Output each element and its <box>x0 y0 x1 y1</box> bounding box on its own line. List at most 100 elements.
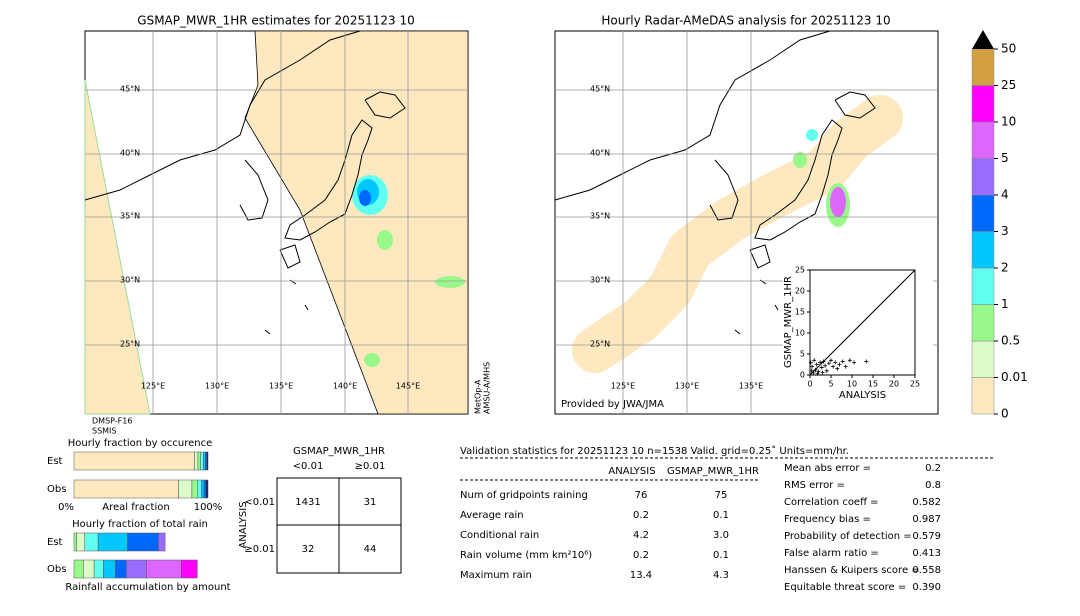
lat-label: 25°N <box>590 340 610 349</box>
lon-label: 125°E <box>141 382 165 391</box>
x-tick-label: 25 <box>910 380 920 389</box>
lat-label: 30°N <box>590 276 610 285</box>
point <box>812 358 817 363</box>
chart-title: Hourly fraction of total rain <box>72 519 208 530</box>
colorbar-label: 50 <box>1001 42 1016 56</box>
lat-label: 35°N <box>590 212 610 221</box>
bar-segment <box>201 479 205 499</box>
colorbar-label: 10 <box>1001 115 1016 129</box>
row-label: Est <box>47 537 63 548</box>
bar-segment <box>103 559 116 579</box>
point <box>813 367 818 372</box>
point <box>808 360 813 365</box>
colorbar-label: 1 <box>1001 297 1009 311</box>
bar-segment <box>200 451 204 471</box>
bar-segment <box>146 559 182 579</box>
point <box>824 368 829 373</box>
rain-area <box>806 129 818 141</box>
cell: 0.1 <box>713 510 729 521</box>
colorbar-band <box>971 231 995 269</box>
colorbar-label: 2 <box>1001 261 1009 275</box>
row-label: Obs <box>47 484 66 495</box>
lat-label: 40°N <box>590 149 610 158</box>
rain-area <box>364 353 380 367</box>
bar-segment <box>203 479 207 499</box>
y-tick-label: 15 <box>795 308 805 317</box>
score-value: 0.558 <box>912 565 941 576</box>
point <box>810 364 815 369</box>
bar-segment <box>93 559 104 579</box>
cell: 32 <box>302 544 315 555</box>
row-label: Average rain <box>460 510 524 521</box>
rain-area <box>793 152 807 168</box>
rain-area <box>377 230 393 250</box>
colorbar-label: 3 <box>1001 224 1009 238</box>
score-label: Equitable threat score = <box>784 582 906 593</box>
lon-label: 130°E <box>675 382 699 391</box>
cell: 3.0 <box>713 530 729 541</box>
colorbar-band <box>971 48 995 86</box>
swath <box>84 79 151 415</box>
map-title: Hourly Radar-AMeDAS analysis for 2025112… <box>601 14 890 28</box>
point <box>829 358 833 363</box>
bar-segment <box>83 559 95 579</box>
colorbar-label: 4 <box>1001 188 1009 202</box>
score-value: 0.582 <box>912 497 941 508</box>
lon-label: 135°E <box>269 382 293 391</box>
bar-segment <box>206 451 209 471</box>
point <box>814 362 819 367</box>
col-label: ≥0.01 <box>355 461 386 472</box>
cell: 1431 <box>295 497 320 508</box>
lon-label: 125°E <box>611 382 635 391</box>
score-label: Hanssen & Kuipers score = <box>784 565 920 576</box>
col-label: <0.01 <box>293 461 324 472</box>
chart-title: Hourly fraction by occurence <box>68 438 212 449</box>
diagonal <box>809 269 916 376</box>
x-tick-label: 5 <box>828 380 833 389</box>
grid: 45°N 40°N 35°N 30°N 25°N 125°E 130°E 135°E <box>555 31 938 414</box>
left-map: 45°N 40°N 35°N 30°N 25°N 125°E 130°E 135°E 140°E… <box>84 30 469 415</box>
score-label: Probability of detection = <box>784 531 912 542</box>
y-tick-label: 25 <box>795 266 805 275</box>
cell: 31 <box>364 497 377 508</box>
score-value: 0.413 <box>912 548 941 559</box>
lat-label: 45°N <box>590 85 610 94</box>
colorbar-band <box>971 377 995 415</box>
y-tick-label: 5 <box>800 350 805 359</box>
bar-segment <box>84 532 99 552</box>
y-tick-label: 10 <box>795 329 805 338</box>
colorbar-label: 0 <box>1001 407 1009 421</box>
credit: Provided by JWA/JMA <box>561 399 664 410</box>
x-tick-label: 10 <box>847 380 857 389</box>
rain-area <box>830 187 846 217</box>
sensor-label: MetOp-A <box>474 379 483 414</box>
scatter-inset: 0 5 10 15 20 25 0 5 10 15 20 25 ANALYSIS GSMAP_MWR_1H… <box>783 266 920 402</box>
point <box>811 370 816 375</box>
map-title: GSMAP_MWR_1HR estimates for 20251123 10 <box>137 14 414 28</box>
bar-segment <box>73 479 179 499</box>
bar-segment <box>180 559 198 579</box>
colorbar-band <box>971 121 995 159</box>
cell: 75 <box>715 490 728 501</box>
lat-label: 40°N <box>120 149 140 158</box>
colorbar-band <box>971 267 995 305</box>
point <box>821 359 826 364</box>
side-label: ANALYSIS <box>238 501 249 548</box>
bar-segment <box>73 451 195 471</box>
y-axis-label: GSMAP_MWR_1HR <box>783 276 794 368</box>
score-value: 0.390 <box>912 582 941 593</box>
bar-segment <box>178 479 193 499</box>
row-label: <0.01 <box>244 497 275 508</box>
y-tick-label: 20 <box>795 287 805 296</box>
point <box>831 364 836 369</box>
point <box>852 360 857 365</box>
point <box>823 363 828 368</box>
lon-label: 135°E <box>739 382 763 391</box>
cell: 13.4 <box>630 570 652 581</box>
point <box>816 369 821 374</box>
lat-label: 35°N <box>120 212 140 221</box>
cell: 44 <box>364 544 377 555</box>
x-tick-label: 100% <box>194 502 223 513</box>
cell: 4.3 <box>713 570 729 581</box>
bar-segment <box>158 532 166 552</box>
